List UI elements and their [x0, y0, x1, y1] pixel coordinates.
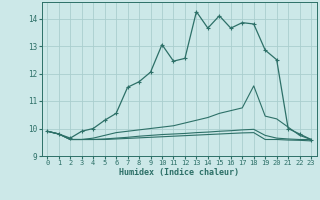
- X-axis label: Humidex (Indice chaleur): Humidex (Indice chaleur): [119, 168, 239, 177]
